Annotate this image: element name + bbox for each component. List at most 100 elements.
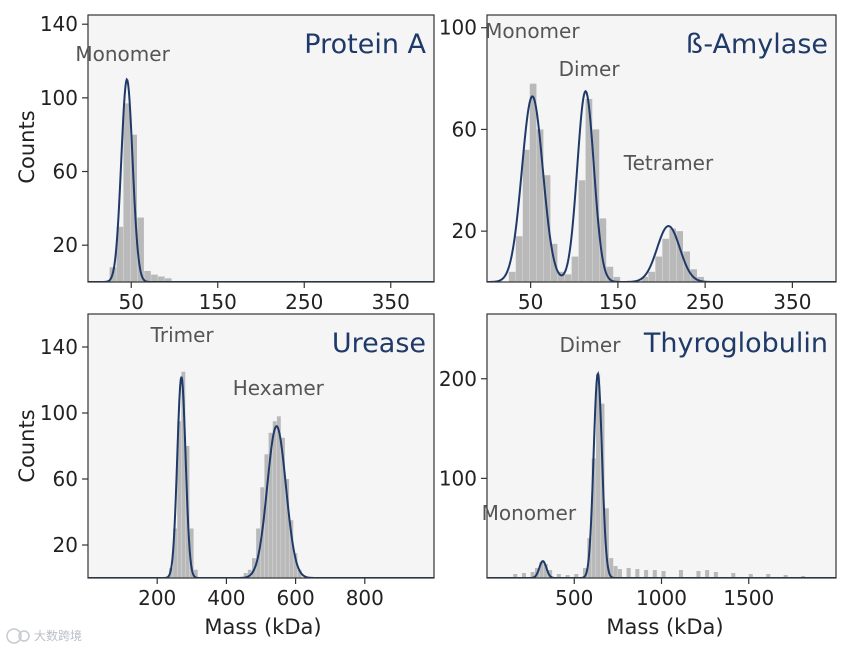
histogram-bar [556, 574, 561, 578]
gaussian-fit-line [88, 77, 434, 282]
histogram-bar [189, 528, 194, 578]
x-axis-title-right: Mass (kDa) [606, 615, 723, 639]
histogram-bar [529, 83, 537, 282]
peak-annotation-dimer: Dimer [559, 333, 621, 357]
histogram-bar [596, 373, 601, 578]
histogram-bar [565, 575, 570, 578]
histogram-bar [766, 574, 771, 578]
histogram-bar [177, 421, 182, 578]
histogram-bar [604, 508, 609, 578]
peak-annotation-hexamer: Hexamer [233, 376, 325, 400]
histogram-bar [530, 572, 535, 578]
histogram-bar [662, 238, 670, 282]
histogram-bar [193, 569, 198, 578]
histogram-bar [173, 528, 177, 578]
histogram-bar [243, 573, 248, 578]
panel-urease: 200 400 600 800 20 60 100 140 Counts Urease Trimer… [15, 313, 435, 610]
histogram-bar [606, 266, 614, 282]
x-tick-label: 350 [372, 290, 410, 314]
x-axis-title-left: Mass (kDa) [204, 615, 321, 639]
histogram-bar [696, 571, 701, 578]
y-tick-label: 100 [439, 16, 477, 40]
x-tick-label: 600 [277, 586, 315, 610]
y-tick-label: 60 [452, 117, 477, 141]
y-tick-label: 100 [40, 401, 78, 425]
plot-content [88, 77, 434, 282]
x-tick-label: 150 [599, 290, 637, 314]
x-tick-label: 150 [199, 290, 237, 314]
plot-content [487, 83, 836, 282]
histogram-bar [783, 575, 788, 578]
plot-frame [87, 14, 435, 283]
panel-title: Protein A [304, 29, 426, 60]
histogram-bar [678, 570, 684, 578]
histogram-bar [578, 180, 586, 282]
watermark-text: 大数跨境 [34, 628, 82, 643]
panel-amylase: 50 150 250 350 20 60 100 ß-Amylase Monomer Dimer T… [439, 14, 837, 314]
histogram-bar [635, 569, 640, 578]
y-axis-title: Counts [15, 110, 39, 183]
histogram-bar [543, 564, 548, 578]
histogram-bar [297, 569, 302, 578]
peak-annotation-tetramer: Tetramer [623, 151, 714, 175]
histogram-bar [130, 134, 138, 282]
y-tick-label: 100 [439, 466, 477, 490]
histogram-bar [641, 276, 649, 282]
x-tick-label: 800 [346, 586, 384, 610]
y-tick-label: 200 [439, 367, 477, 391]
histogram-bar [276, 416, 281, 578]
panel-title: ß-Amylase [686, 29, 828, 60]
x-tick-label: 250 [686, 290, 724, 314]
x-tick-label: 50 [518, 290, 543, 314]
histogram-bar [272, 421, 277, 578]
plot-area [88, 15, 434, 282]
histogram-bar [713, 572, 718, 578]
histogram-bar [144, 270, 151, 282]
gaussian-fit-line [88, 376, 434, 578]
x-tick-label: 400 [207, 586, 245, 610]
histogram-bar [116, 226, 124, 282]
gaussian-fit-line [487, 370, 836, 578]
watermark: 大数跨境 [6, 628, 82, 644]
histogram-bar [281, 437, 285, 578]
histogram-bar [268, 432, 273, 578]
histogram-bar [151, 274, 158, 282]
x-tick-label: 200 [138, 586, 176, 610]
histogram-bar [661, 571, 666, 578]
x-tick-label: 250 [285, 290, 323, 314]
histogram-bar [515, 236, 523, 282]
histogram-bar [521, 573, 526, 578]
histogram-bar [557, 271, 565, 282]
y-tick-label: 60 [53, 160, 78, 184]
y-tick-label: 100 [40, 86, 78, 110]
histogram-bar [164, 278, 172, 282]
histogram-bar [123, 103, 131, 282]
histogram-bar [181, 371, 186, 578]
histogram-bar [652, 570, 657, 578]
histogram-bar [543, 175, 551, 282]
y-tick-label: 60 [53, 467, 78, 491]
peak-annotation-monomer: Monomer [75, 42, 170, 66]
peak-annotation-dimer: Dimer [559, 57, 621, 81]
peak-annotation-trimer: Trimer [150, 323, 215, 347]
histogram-bar [676, 231, 684, 282]
histogram-bar [613, 566, 618, 578]
x-tick-label: 50 [119, 290, 144, 314]
histogram-bar [669, 228, 677, 282]
histogram-bar [513, 574, 518, 578]
peak-annotation-monomer: Monomer [485, 19, 580, 43]
histogram-bar [137, 217, 144, 282]
histogram-bar [591, 458, 596, 578]
plot-area [487, 314, 836, 578]
histogram-bar [748, 574, 753, 578]
histogram-bar [285, 479, 290, 578]
y-tick-label: 20 [452, 219, 477, 243]
histogram-bar [582, 568, 588, 578]
histogram-bar [613, 276, 621, 282]
histogram-bar [536, 129, 544, 282]
histogram-bar [574, 574, 579, 578]
histogram-bar [655, 256, 663, 282]
watermark-logo-icon [6, 628, 30, 644]
histogram-bar [617, 569, 622, 578]
x-tick-label: 350 [773, 290, 811, 314]
